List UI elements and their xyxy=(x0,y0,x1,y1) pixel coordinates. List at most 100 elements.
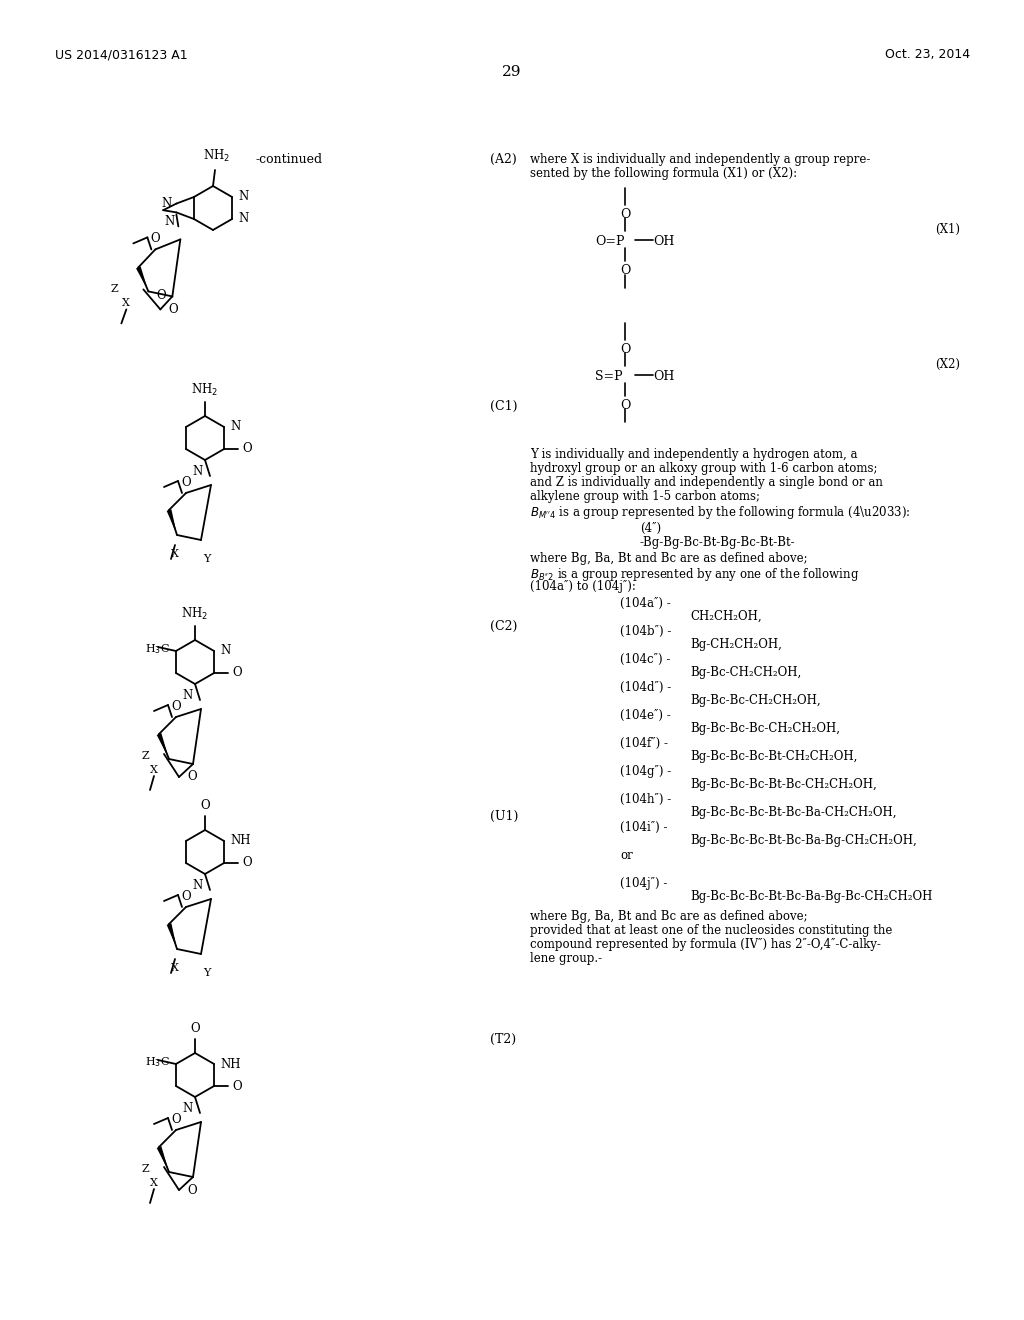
Text: N: N xyxy=(238,213,248,226)
Text: X: X xyxy=(171,964,179,973)
Text: O: O xyxy=(171,700,181,713)
Polygon shape xyxy=(136,267,148,292)
Text: or: or xyxy=(620,849,633,862)
Text: -Bg-Bg-Bc-Bt-Bg-Bc-Bt-Bt-: -Bg-Bg-Bc-Bt-Bg-Bc-Bt-Bt- xyxy=(640,536,796,549)
Text: NH$_2$: NH$_2$ xyxy=(191,381,218,399)
Polygon shape xyxy=(157,1146,169,1172)
Text: (104g″) -: (104g″) - xyxy=(620,766,672,777)
Text: (104c″) -: (104c″) - xyxy=(620,653,671,667)
Text: Bg-Bc-Bc-Bc-Bt-Bc-Ba-Bg-Bc-CH₂CH₂OH: Bg-Bc-Bc-Bc-Bt-Bc-Ba-Bg-Bc-CH₂CH₂OH xyxy=(690,890,933,903)
Text: O: O xyxy=(190,1022,200,1035)
Text: Z: Z xyxy=(141,751,150,762)
Text: O: O xyxy=(171,1113,181,1126)
Text: (T2): (T2) xyxy=(490,1034,516,1045)
Text: sented by the following formula (X1) or (X2):: sented by the following formula (X1) or … xyxy=(530,168,797,180)
Text: N: N xyxy=(164,215,174,228)
Text: N: N xyxy=(193,879,203,892)
Text: O: O xyxy=(181,477,190,488)
Text: Bg-Bc-Bc-Bc-Bt-CH₂CH₂OH,: Bg-Bc-Bc-Bc-Bt-CH₂CH₂OH, xyxy=(690,750,857,763)
Text: N: N xyxy=(238,190,248,203)
Text: (104a″) -: (104a″) - xyxy=(620,597,671,610)
Text: O: O xyxy=(181,890,190,903)
Text: NH: NH xyxy=(230,834,251,847)
Text: alkylene group with 1-5 carbon atoms;: alkylene group with 1-5 carbon atoms; xyxy=(530,490,760,503)
Text: N: N xyxy=(182,689,193,702)
Text: O: O xyxy=(232,667,242,680)
Text: Bg-Bc-Bc-CH₂CH₂OH,: Bg-Bc-Bc-CH₂CH₂OH, xyxy=(690,694,820,708)
Text: X: X xyxy=(151,1177,158,1188)
Text: (104e″) -: (104e″) - xyxy=(620,709,671,722)
Text: OH: OH xyxy=(653,235,675,248)
Text: O: O xyxy=(187,771,197,784)
Text: Bg-Bc-Bc-Bc-Bt-Bc-CH₂CH₂OH,: Bg-Bc-Bc-Bc-Bt-Bc-CH₂CH₂OH, xyxy=(690,777,877,791)
Polygon shape xyxy=(167,510,177,535)
Text: hydroxyl group or an alkoxy group with 1-6 carbon atoms;: hydroxyl group or an alkoxy group with 1… xyxy=(530,462,878,475)
Text: (104d″) -: (104d″) - xyxy=(620,681,672,694)
Text: NH$_2$: NH$_2$ xyxy=(204,148,230,164)
Text: lene group.-: lene group.- xyxy=(530,952,602,965)
Text: $B_{B^{\prime\prime}2}$ is a group represented by any one of the following: $B_{B^{\prime\prime}2}$ is a group repre… xyxy=(530,566,859,583)
Text: (X2): (X2) xyxy=(935,358,961,371)
Text: NH: NH xyxy=(220,1057,241,1071)
Text: Bg-Bc-Bc-Bc-Bt-Bc-Ba-CH₂CH₂OH,: Bg-Bc-Bc-Bc-Bt-Bc-Ba-CH₂CH₂OH, xyxy=(690,807,896,818)
Text: (104a″) to (104j″):: (104a″) to (104j″): xyxy=(530,579,636,593)
Text: Y: Y xyxy=(204,968,211,978)
Text: Y: Y xyxy=(204,554,211,564)
Text: (104f″) -: (104f″) - xyxy=(620,737,668,750)
Text: O: O xyxy=(620,399,630,412)
Text: US 2014/0316123 A1: US 2014/0316123 A1 xyxy=(55,48,187,61)
Text: (104h″) -: (104h″) - xyxy=(620,793,672,807)
Text: H$_3$C: H$_3$C xyxy=(145,1055,170,1069)
Text: Bg-Bc-CH₂CH₂OH,: Bg-Bc-CH₂CH₂OH, xyxy=(690,667,801,678)
Text: where Bg, Ba, Bt and Bc are as defined above;: where Bg, Ba, Bt and Bc are as defined a… xyxy=(530,552,808,565)
Text: O: O xyxy=(620,209,630,220)
Text: X: X xyxy=(171,549,179,558)
Polygon shape xyxy=(157,733,169,759)
Text: NH$_2$: NH$_2$ xyxy=(181,606,209,622)
Text: 29: 29 xyxy=(502,65,522,79)
Text: (104j″) -: (104j″) - xyxy=(620,876,668,890)
Text: O: O xyxy=(620,264,630,277)
Text: Bg-CH₂CH₂OH,: Bg-CH₂CH₂OH, xyxy=(690,638,782,651)
Text: O: O xyxy=(232,1080,242,1093)
Text: N: N xyxy=(161,197,171,210)
Text: O: O xyxy=(242,857,252,870)
Text: CH₂CH₂OH,: CH₂CH₂OH, xyxy=(690,610,762,623)
Text: Bg-Bc-Bc-Bc-Bt-Bc-Ba-Bg-CH₂CH₂OH,: Bg-Bc-Bc-Bc-Bt-Bc-Ba-Bg-CH₂CH₂OH, xyxy=(690,834,916,847)
Text: O: O xyxy=(157,289,166,302)
Text: Z: Z xyxy=(111,284,119,294)
Text: O: O xyxy=(620,343,630,356)
Text: where Bg, Ba, Bt and Bc are as defined above;: where Bg, Ba, Bt and Bc are as defined a… xyxy=(530,909,808,923)
Text: Z: Z xyxy=(141,1164,150,1173)
Text: O: O xyxy=(200,799,210,812)
Text: provided that at least one of the nucleosides constituting the: provided that at least one of the nucleo… xyxy=(530,924,892,937)
Text: O: O xyxy=(187,1184,197,1196)
Text: O: O xyxy=(242,442,252,455)
Text: (104i″) -: (104i″) - xyxy=(620,821,668,834)
Text: N: N xyxy=(193,465,203,478)
Text: O: O xyxy=(168,302,178,315)
Text: N: N xyxy=(182,1102,193,1115)
Text: (104b″) -: (104b″) - xyxy=(620,624,672,638)
Text: Bg-Bc-Bc-Bc-CH₂CH₂OH,: Bg-Bc-Bc-Bc-CH₂CH₂OH, xyxy=(690,722,840,735)
Text: (C2): (C2) xyxy=(490,620,517,634)
Text: where X is individually and independently a group repre-: where X is individually and independentl… xyxy=(530,153,870,166)
Text: OH: OH xyxy=(653,370,675,383)
Text: H$_3$C: H$_3$C xyxy=(145,642,170,656)
Text: O: O xyxy=(151,232,160,246)
Text: -continued: -continued xyxy=(255,153,323,166)
Text: X: X xyxy=(151,766,158,775)
Text: (C1): (C1) xyxy=(490,400,517,413)
Text: Y is individually and independently a hydrogen atom, a: Y is individually and independently a hy… xyxy=(530,447,857,461)
Polygon shape xyxy=(167,923,177,949)
Text: (A2): (A2) xyxy=(490,153,517,166)
Text: O=P: O=P xyxy=(595,235,625,248)
Text: S=P: S=P xyxy=(595,370,623,383)
Text: and Z is individually and independently a single bond or an: and Z is individually and independently … xyxy=(530,477,883,488)
Text: compound represented by formula (IV″) has 2″-O,4″-C-alky-: compound represented by formula (IV″) ha… xyxy=(530,939,881,950)
Text: N: N xyxy=(220,644,230,657)
Text: (X1): (X1) xyxy=(935,223,961,236)
Text: N: N xyxy=(230,421,241,433)
Text: (U1): (U1) xyxy=(490,810,518,822)
Text: Oct. 23, 2014: Oct. 23, 2014 xyxy=(885,48,970,61)
